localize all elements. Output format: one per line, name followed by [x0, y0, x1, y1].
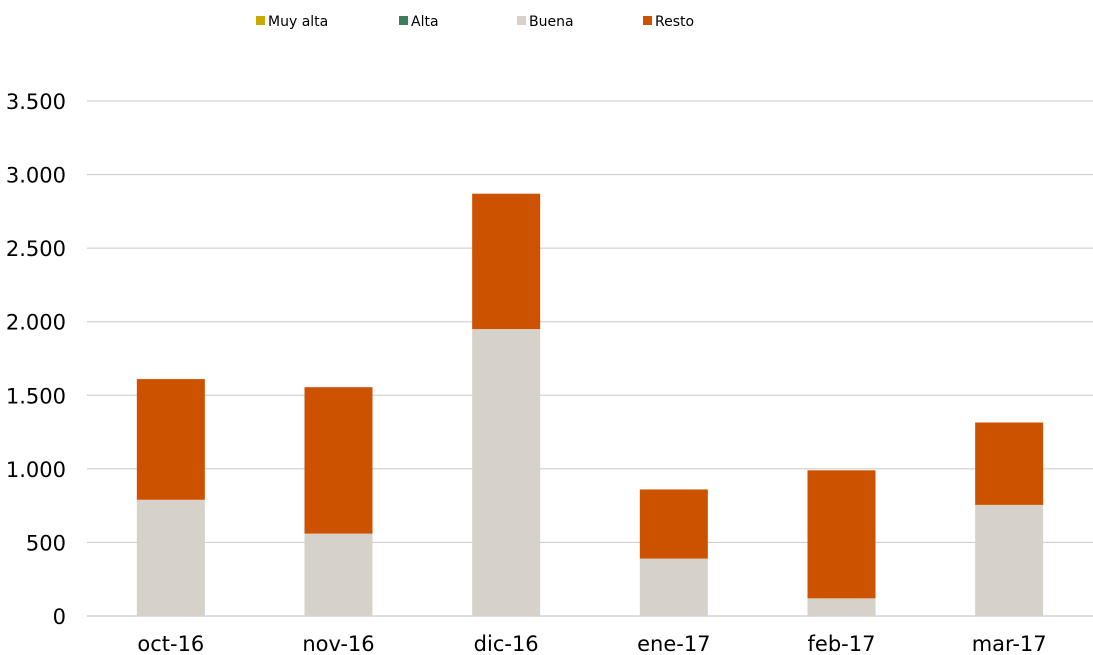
x-tick-label: ene-17 [637, 632, 710, 655]
y-tick-label: 3.500 [6, 90, 66, 114]
bar-resto-nov-16 [304, 387, 373, 534]
legend-label: Muy alta [268, 14, 328, 30]
legend-label: Buena [529, 14, 574, 30]
legend-label: Resto [655, 14, 694, 30]
legend-item-resto: Resto [643, 14, 694, 30]
x-tick-label: mar-17 [972, 632, 1047, 655]
bar-buena-feb-17 [807, 598, 876, 616]
y-tick-label: 0 [53, 605, 66, 629]
bar-buena-mar-17 [975, 504, 1044, 616]
bar-resto-oct-16 [136, 379, 205, 500]
legend-swatch [399, 16, 408, 25]
grid-lines [87, 100, 1093, 617]
legend-label: Alta [411, 14, 439, 30]
y-axis: 0 500 1.000 1.500 2.000 2.500 3.000 3.500 [6, 90, 66, 629]
bar-resto-mar-17 [975, 422, 1044, 505]
x-tick-label: dic-16 [474, 632, 539, 655]
x-tick-label: feb-17 [808, 632, 876, 655]
bar-buena-oct-16 [136, 499, 205, 616]
bar-resto-ene-17 [639, 489, 708, 559]
bar-buena-ene-17 [639, 558, 708, 616]
y-tick-label: 2.500 [6, 237, 66, 261]
bar-buena-nov-16 [304, 533, 373, 616]
legend-swatch [256, 16, 265, 25]
y-tick-label: 2.000 [6, 311, 66, 335]
legend: Muy alta Alta Buena Resto [256, 14, 694, 30]
x-tick-label: oct-16 [137, 632, 204, 655]
y-tick-label: 1.500 [6, 384, 66, 408]
legend-item-muy-alta: Muy alta [256, 14, 328, 30]
legend-swatch [643, 16, 652, 25]
y-tick-label: 500 [26, 531, 66, 555]
bar-buena-dic-16 [472, 329, 541, 616]
bars [136, 193, 1044, 616]
legend-item-buena: Buena [517, 14, 574, 30]
x-axis: oct-16 nov-16 dic-16 ene-17 feb-17 mar-17 [137, 632, 1046, 655]
bar-resto-dic-16 [472, 193, 541, 330]
y-tick-label: 3.000 [6, 164, 66, 188]
legend-item-alta: Alta [399, 14, 439, 30]
legend-swatch [517, 16, 526, 25]
bar-resto-feb-17 [807, 470, 876, 599]
y-tick-label: 1.000 [6, 458, 66, 482]
x-tick-label: nov-16 [302, 632, 374, 655]
